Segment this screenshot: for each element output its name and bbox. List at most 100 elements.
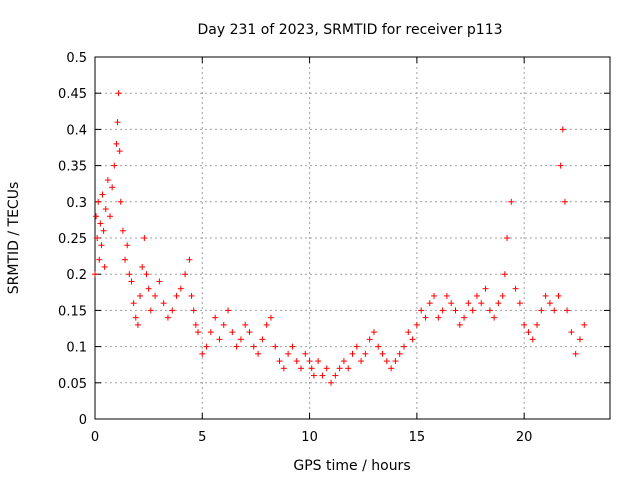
y-tick-label: 0.5: [66, 51, 87, 66]
data-point: [220, 321, 227, 328]
data-point: [375, 343, 382, 350]
data-point: [298, 365, 304, 372]
data-point: [199, 350, 206, 357]
data-point: [469, 307, 476, 314]
data-point: [521, 321, 528, 328]
data-point: [115, 90, 122, 97]
data-point: [538, 307, 545, 314]
data-point: [99, 191, 106, 198]
data-point: [478, 300, 485, 307]
y-tick-label: 0.2: [66, 268, 87, 283]
data-point: [443, 292, 450, 299]
y-tick-label: 0.25: [58, 232, 87, 247]
data-point: [93, 213, 100, 220]
x-tick-label: 10: [301, 430, 318, 445]
data-point: [128, 278, 135, 285]
data-point: [212, 314, 219, 321]
data-point: [323, 365, 330, 372]
data-point: [315, 358, 322, 365]
data-point: [302, 350, 309, 357]
data-point: [225, 307, 232, 314]
data-point: [555, 292, 562, 299]
data-point: [379, 350, 386, 357]
data-point: [147, 307, 154, 314]
data-point: [308, 365, 315, 372]
data-point: [124, 242, 131, 249]
data-point: [546, 300, 553, 307]
x-axis-label: GPS time / hours: [293, 458, 410, 474]
data-point: [101, 263, 108, 270]
x-tick-label: 5: [198, 430, 206, 445]
data-point: [340, 358, 347, 365]
data-point: [349, 350, 356, 357]
data-point: [413, 321, 420, 328]
data-point: [345, 365, 352, 372]
data-point: [581, 321, 588, 328]
data-point: [366, 336, 373, 343]
data-point: [353, 343, 360, 350]
y-tick-label: 0.4: [66, 123, 87, 138]
data-point: [139, 263, 146, 270]
data-point: [233, 343, 240, 350]
data-point: [332, 372, 339, 379]
data-point: [134, 321, 141, 328]
data-point: [186, 256, 193, 263]
data-point: [229, 329, 236, 336]
data-point: [564, 307, 571, 314]
data-point: [250, 343, 257, 350]
data-point: [465, 300, 472, 307]
data-point: [486, 307, 493, 314]
data-point: [130, 300, 137, 307]
data-point: [396, 350, 403, 357]
data-point: [561, 198, 568, 205]
data-points: [92, 90, 588, 386]
data-point: [237, 336, 244, 343]
data-point: [401, 343, 407, 350]
data-point: [92, 271, 98, 278]
y-tick-label: 0: [79, 413, 87, 428]
data-point: [267, 314, 274, 321]
data-point: [164, 314, 171, 321]
data-point: [473, 292, 480, 299]
data-point: [116, 148, 123, 155]
data-point: [576, 336, 583, 343]
data-point: [328, 379, 335, 386]
data-point: [126, 271, 133, 278]
data-point: [572, 350, 579, 357]
x-tick-label: 20: [516, 430, 533, 445]
y-tick-label: 0.15: [58, 304, 87, 319]
data-point: [188, 292, 195, 299]
data-point: [542, 292, 549, 299]
data-point: [173, 292, 180, 299]
data-point: [405, 329, 412, 336]
data-point: [190, 307, 197, 314]
grid-layer: [95, 57, 610, 419]
data-point: [152, 292, 159, 299]
data-point: [504, 235, 510, 241]
data-point: [551, 307, 558, 314]
y-axis-label: SRMTID / TECUs: [6, 182, 22, 295]
data-point: [182, 271, 189, 278]
data-point: [97, 220, 104, 227]
data-point: [319, 372, 326, 379]
data-point: [259, 336, 266, 343]
y-tick-label: 0.1: [66, 341, 87, 356]
x-tick-label: 15: [409, 430, 426, 445]
data-point: [177, 285, 184, 292]
data-point: [246, 329, 253, 336]
data-point: [160, 300, 167, 307]
data-point: [426, 300, 433, 307]
data-point: [310, 372, 317, 379]
data-point: [107, 213, 114, 220]
data-point: [409, 336, 416, 343]
data-point: [516, 300, 523, 307]
data-point: [280, 365, 287, 372]
data-point: [169, 307, 176, 314]
data-point: [559, 126, 566, 133]
data-point: [452, 307, 459, 314]
data-point: [435, 314, 442, 321]
data-point: [195, 329, 201, 336]
data-point: [422, 314, 429, 321]
data-point: [370, 329, 377, 336]
plot-frame: [94, 56, 611, 420]
